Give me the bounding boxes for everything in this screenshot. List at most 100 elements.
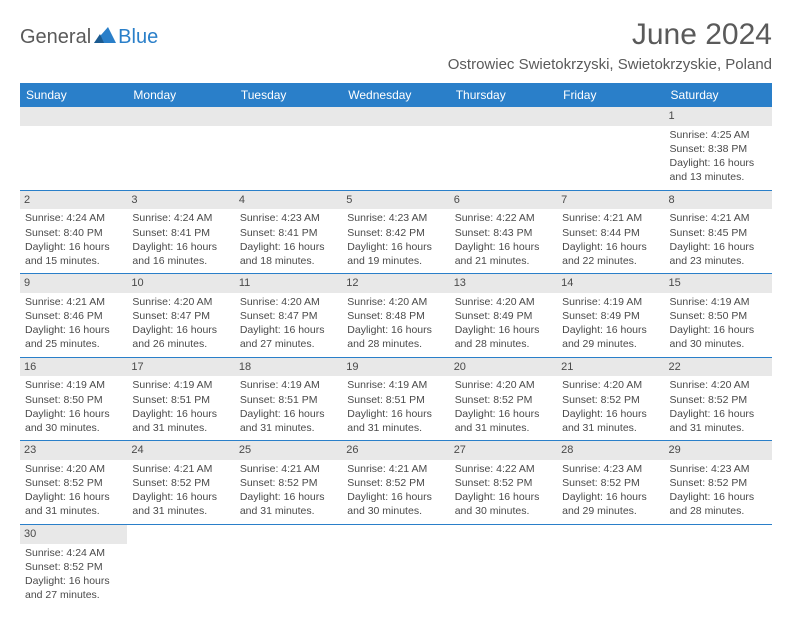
sunrise-text: Sunrise: 4:20 AM	[455, 378, 552, 392]
day1-text: Daylight: 16 hours	[25, 240, 122, 254]
day-number: 13	[450, 274, 557, 293]
sunset-text: Sunset: 8:52 PM	[670, 476, 767, 490]
calendar-body: 1Sunrise: 4:25 AMSunset: 8:38 PMDaylight…	[20, 107, 772, 607]
day-number: 19	[342, 358, 449, 377]
sunrise-text: Sunrise: 4:22 AM	[455, 211, 552, 225]
sunset-text: Sunset: 8:49 PM	[562, 309, 659, 323]
sunset-text: Sunset: 8:38 PM	[670, 142, 767, 156]
day-number	[20, 107, 127, 126]
sunrise-text: Sunrise: 4:20 AM	[25, 462, 122, 476]
sunset-text: Sunset: 8:52 PM	[562, 476, 659, 490]
sunrise-text: Sunrise: 4:21 AM	[132, 462, 229, 476]
sunset-text: Sunset: 8:47 PM	[240, 309, 337, 323]
day1-text: Daylight: 16 hours	[347, 240, 444, 254]
calendar-cell	[557, 524, 664, 607]
sunrise-text: Sunrise: 4:23 AM	[562, 462, 659, 476]
calendar-cell: 16Sunrise: 4:19 AMSunset: 8:50 PMDayligh…	[20, 357, 127, 441]
calendar-cell: 13Sunrise: 4:20 AMSunset: 8:49 PMDayligh…	[450, 274, 557, 358]
logo-text-general: General	[20, 26, 91, 49]
calendar-cell: 11 Sunrise: 4:20 AMSunset: 8:47 PMDayligh…	[235, 274, 342, 358]
sunrise-text: Sunrise: 4:20 AM	[347, 295, 444, 309]
day1-text: Daylight: 16 hours	[670, 490, 767, 504]
day2-text: and 23 minutes.	[670, 254, 767, 268]
day2-text: and 15 minutes.	[25, 254, 122, 268]
day-number: 15	[665, 274, 772, 293]
calendar-cell: 24Sunrise: 4:21 AMSunset: 8:52 PMDayligh…	[127, 441, 234, 525]
title-block: June 2024 Ostrowiec Swietokrzyski, Swiet…	[448, 18, 772, 73]
day2-text: and 31 minutes.	[455, 421, 552, 435]
calendar-cell	[342, 524, 449, 607]
day2-text: and 16 minutes.	[132, 254, 229, 268]
day2-text: and 29 minutes.	[562, 504, 659, 518]
day-number: 14	[557, 274, 664, 293]
day-number: 6	[450, 191, 557, 210]
day-number: 21	[557, 358, 664, 377]
day-number	[450, 107, 557, 126]
calendar-cell: 19Sunrise: 4:19 AMSunset: 8:51 PMDayligh…	[342, 357, 449, 441]
calendar-row: 16Sunrise: 4:19 AMSunset: 8:50 PMDayligh…	[20, 357, 772, 441]
day2-text: and 28 minutes.	[455, 337, 552, 351]
sunrise-text: Sunrise: 4:22 AM	[455, 462, 552, 476]
sunset-text: Sunset: 8:52 PM	[455, 393, 552, 407]
location-text: Ostrowiec Swietokrzyski, Swietokrzyskie,…	[448, 56, 772, 73]
logo-text-blue: Blue	[118, 26, 158, 49]
calendar-cell: 21Sunrise: 4:20 AMSunset: 8:52 PMDayligh…	[557, 357, 664, 441]
calendar-cell	[665, 524, 772, 607]
day2-text: and 27 minutes.	[25, 588, 122, 602]
sunset-text: Sunset: 8:49 PM	[455, 309, 552, 323]
day-number: 1	[665, 107, 772, 126]
day2-text: and 31 minutes.	[132, 504, 229, 518]
calendar-cell: 17Sunrise: 4:19 AMSunset: 8:51 PMDayligh…	[127, 357, 234, 441]
sunrise-text: Sunrise: 4:20 AM	[240, 295, 337, 309]
day-number: 8	[665, 191, 772, 210]
sunset-text: Sunset: 8:51 PM	[240, 393, 337, 407]
day1-text: Daylight: 16 hours	[240, 323, 337, 337]
calendar-cell: 29Sunrise: 4:23 AMSunset: 8:52 PMDayligh…	[665, 441, 772, 525]
calendar-cell	[127, 107, 234, 190]
sunrise-text: Sunrise: 4:21 AM	[240, 462, 337, 476]
sunrise-text: Sunrise: 4:24 AM	[25, 546, 122, 560]
day-header: Friday	[557, 83, 664, 107]
day1-text: Daylight: 16 hours	[455, 490, 552, 504]
sunrise-text: Sunrise: 4:24 AM	[132, 211, 229, 225]
day-number: 7	[557, 191, 664, 210]
day2-text: and 19 minutes.	[347, 254, 444, 268]
sunrise-text: Sunrise: 4:21 AM	[562, 211, 659, 225]
calendar-cell: 26Sunrise: 4:21 AMSunset: 8:52 PMDayligh…	[342, 441, 449, 525]
calendar-header-row: SundayMondayTuesdayWednesdayThursdayFrid…	[20, 83, 772, 107]
day1-text: Daylight: 16 hours	[132, 323, 229, 337]
day-number: 25	[235, 441, 342, 460]
sunset-text: Sunset: 8:52 PM	[347, 476, 444, 490]
calendar-cell: 10Sunrise: 4:20 AMSunset: 8:47 PMDayligh…	[127, 274, 234, 358]
day1-text: Daylight: 16 hours	[670, 156, 767, 170]
logo: General Blue	[20, 26, 158, 49]
sunrise-text: Sunrise: 4:19 AM	[240, 378, 337, 392]
calendar-cell	[450, 524, 557, 607]
calendar-cell: 1Sunrise: 4:25 AMSunset: 8:38 PMDaylight…	[665, 107, 772, 190]
calendar-cell: 2Sunrise: 4:24 AMSunset: 8:40 PMDaylight…	[20, 190, 127, 274]
calendar-cell: 30Sunrise: 4:24 AMSunset: 8:52 PMDayligh…	[20, 524, 127, 607]
calendar-cell: 12Sunrise: 4:20 AMSunset: 8:48 PMDayligh…	[342, 274, 449, 358]
calendar-page: General Blue June 2024 Ostrowiec Swietokr…	[0, 0, 792, 625]
day1-text: Daylight: 16 hours	[347, 490, 444, 504]
sunrise-text: Sunrise: 4:24 AM	[25, 211, 122, 225]
day-number: 3	[127, 191, 234, 210]
day1-text: Daylight: 16 hours	[25, 574, 122, 588]
sunset-text: Sunset: 8:41 PM	[132, 226, 229, 240]
day-number: 5	[342, 191, 449, 210]
calendar-cell	[342, 107, 449, 190]
calendar-row: 9Sunrise: 4:21 AMSunset: 8:46 PMDaylight…	[20, 274, 772, 358]
day-number	[127, 107, 234, 126]
day-number: 17	[127, 358, 234, 377]
calendar-cell: 20Sunrise: 4:20 AMSunset: 8:52 PMDayligh…	[450, 357, 557, 441]
day2-text: and 25 minutes.	[25, 337, 122, 351]
day-number	[342, 107, 449, 126]
sunrise-text: Sunrise: 4:19 AM	[347, 378, 444, 392]
day1-text: Daylight: 16 hours	[240, 407, 337, 421]
day2-text: and 31 minutes.	[562, 421, 659, 435]
day-number: 11	[235, 274, 342, 293]
sunrise-text: Sunrise: 4:19 AM	[562, 295, 659, 309]
sunrise-text: Sunrise: 4:23 AM	[670, 462, 767, 476]
day-number: 2	[20, 191, 127, 210]
day-header: Monday	[127, 83, 234, 107]
